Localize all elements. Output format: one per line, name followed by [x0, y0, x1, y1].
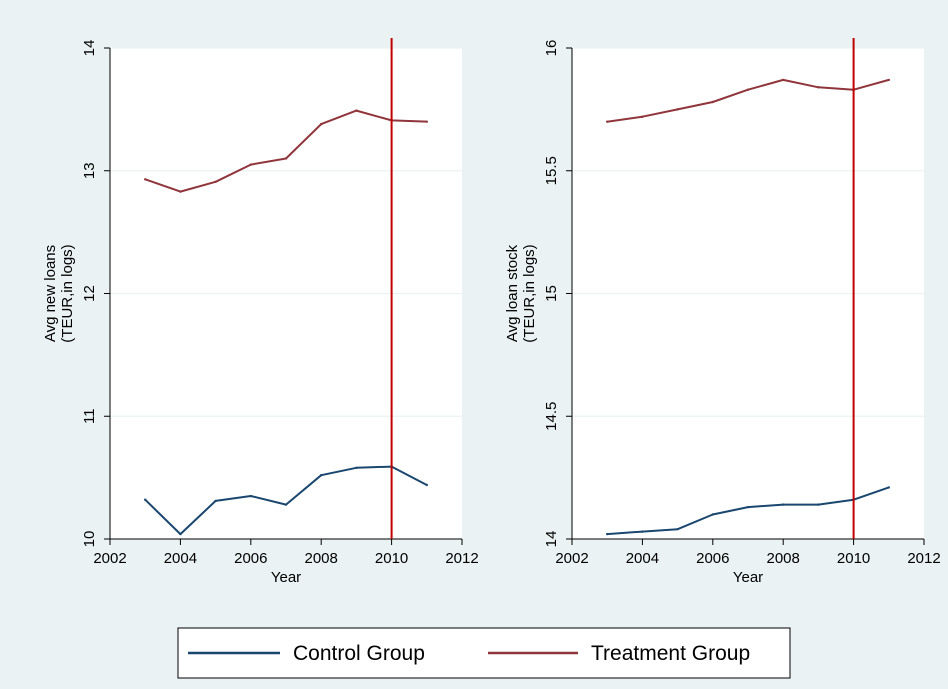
data-point-treatment-group — [676, 108, 679, 111]
data-point-control-group — [214, 499, 217, 503]
y-axis-title-line: Avg loan stock — [504, 244, 521, 342]
data-point-treatment-group — [746, 88, 750, 91]
data-point-treatment-group — [606, 120, 609, 123]
y-tick-label: 10 — [81, 531, 98, 548]
y-tick-label: 15.5 — [543, 156, 560, 185]
data-point-treatment-group — [641, 115, 644, 118]
data-point-control-group — [711, 513, 714, 516]
x-tick-label: 2004 — [626, 550, 659, 567]
data-point-treatment-group — [144, 178, 147, 181]
x-tick-label: 2012 — [445, 550, 478, 567]
data-point-treatment-group — [887, 78, 890, 82]
legend-label-treatment-group: Treatment Group — [591, 642, 750, 665]
data-point-treatment-group — [355, 109, 358, 112]
data-point-control-group — [144, 498, 147, 501]
x-tick-label: 2008 — [767, 550, 800, 567]
y-tick-label: 14 — [543, 531, 560, 548]
data-point-control-group — [641, 530, 644, 533]
legend: Control Group Treatment Group — [177, 627, 791, 679]
right-chart-panel: 14 14.5 15 15.5 16 2002 2004 2006 2008 2010 2012 Ye… — [504, 38, 941, 586]
data-point-control-group — [887, 486, 890, 489]
y-tick-label: 14 — [81, 40, 98, 57]
left-chart-panel: 10 11 12 13 14 2002 2004 2006 2008 2010 2012 Year Av… — [42, 38, 479, 586]
x-axis-title: Year — [733, 569, 763, 586]
y-axis-title-line: (TEUR,in logs) — [59, 244, 76, 342]
y-tick-label: 14.5 — [543, 402, 560, 431]
data-point-control-group — [179, 532, 182, 536]
y-tick-label: 11 — [81, 408, 98, 424]
data-point-treatment-group — [284, 157, 288, 160]
x-tick-label: 2010 — [375, 550, 408, 567]
data-point-treatment-group — [782, 78, 785, 82]
data-point-control-group — [249, 494, 252, 498]
x-axis-title: Year — [271, 569, 301, 586]
data-point-treatment-group — [425, 120, 428, 123]
x-tick-label: 2006 — [234, 550, 267, 567]
data-point-treatment-group — [711, 100, 714, 104]
data-point-control-group — [425, 483, 428, 487]
y-axis-title-line: Avg new loans — [42, 245, 59, 342]
x-tick-label: 2012 — [907, 550, 940, 567]
x-tick-label: 2006 — [696, 550, 729, 567]
x-tick-label: 2004 — [164, 550, 197, 567]
data-point-control-group — [746, 505, 750, 509]
data-point-treatment-group — [249, 163, 252, 166]
data-point-control-group — [284, 503, 288, 506]
data-point-treatment-group — [817, 86, 820, 89]
data-point-control-group — [320, 473, 323, 477]
x-tick-label: 2010 — [837, 550, 870, 567]
x-tick-label: 2008 — [305, 550, 338, 567]
data-point-treatment-group — [179, 190, 182, 193]
y-tick-label: 13 — [81, 162, 98, 179]
y-tick-label: 12 — [81, 285, 98, 302]
x-tick-label: 2002 — [93, 550, 126, 567]
data-point-control-group — [817, 503, 820, 506]
data-point-control-group — [606, 532, 609, 536]
y-tick-label: 16 — [543, 40, 560, 57]
data-point-control-group — [676, 527, 679, 531]
data-point-treatment-group — [320, 122, 323, 126]
y-tick-label: 15 — [543, 285, 560, 302]
x-tick-label: 2002 — [555, 550, 588, 567]
legend-label-control-group: Control Group — [293, 642, 425, 665]
data-point-control-group — [355, 466, 358, 470]
data-point-control-group — [782, 503, 785, 506]
data-point-treatment-group — [214, 180, 217, 183]
y-axis-title-line: (TEUR,in logs) — [521, 244, 538, 342]
